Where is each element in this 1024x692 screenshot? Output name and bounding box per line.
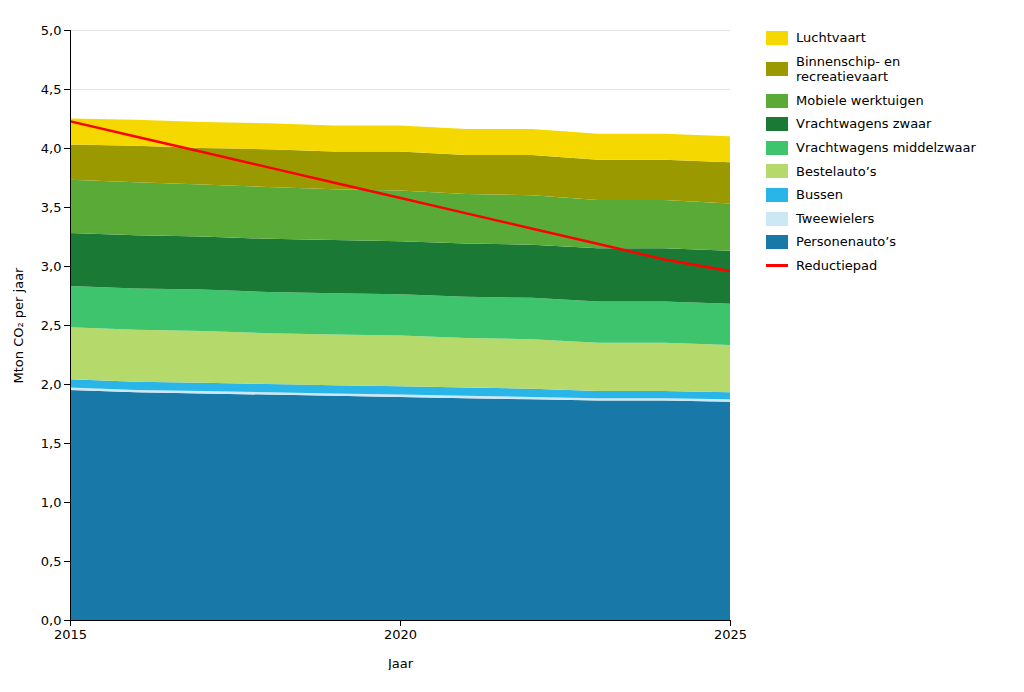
svg-text:2020: 2020 xyxy=(384,627,417,642)
svg-text:4,0: 4,0 xyxy=(41,141,62,156)
svg-text:0,5: 0,5 xyxy=(41,554,62,569)
html-text:Vrachtwagens zwaar: Vrachtwagens zwaar xyxy=(796,116,932,132)
svg-text:1,5: 1,5 xyxy=(41,436,62,451)
html-text:Binnenschip- en recreatievaart: Binnenschip- en recreatievaart xyxy=(796,53,901,85)
html-text:Bestelauto’s: Bestelauto’s xyxy=(796,163,877,179)
svg-text:2015: 2015 xyxy=(54,627,87,642)
svg-text:2,5: 2,5 xyxy=(41,318,62,333)
html-text:Personenauto’s: Personenauto’s xyxy=(796,234,897,250)
svg-text:5,0: 5,0 xyxy=(41,23,62,38)
svg-text:Mton CO₂ per jaar: Mton CO₂ per jaar xyxy=(11,267,26,384)
svg-text:3,0: 3,0 xyxy=(41,259,62,274)
html-text:Mobiele werktuigen: Mobiele werktuigen xyxy=(796,92,924,108)
html-text:Vrachtwagens middelzwaar: Vrachtwagens middelzwaar xyxy=(796,140,976,155)
svg-text:4,5: 4,5 xyxy=(41,82,62,97)
html-text:Reductiepad: Reductiepad xyxy=(796,257,878,273)
svg-text:0,0: 0,0 xyxy=(41,613,62,628)
svg-text:2025: 2025 xyxy=(714,627,747,642)
svg-text:3,5: 3,5 xyxy=(41,200,62,215)
svg-text:1,0: 1,0 xyxy=(41,495,62,510)
html-text:Bussen: Bussen xyxy=(796,187,843,203)
svg-text:Jaar: Jaar xyxy=(387,656,414,671)
html-text:Tweewielers: Tweewielers xyxy=(796,210,875,226)
html-text:Luchtvaart: Luchtvaart xyxy=(796,30,866,45)
svg-text:2,0: 2,0 xyxy=(41,377,62,392)
